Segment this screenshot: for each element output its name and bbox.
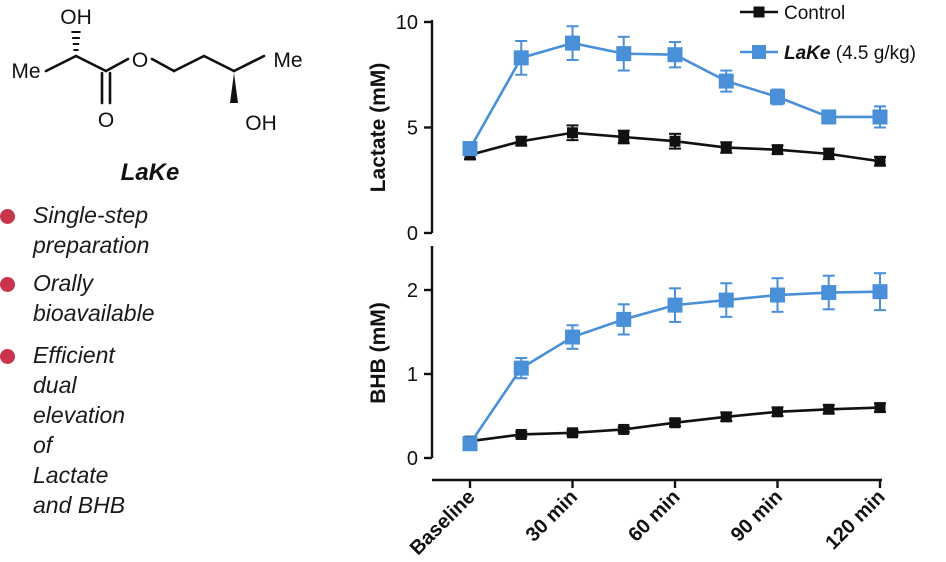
atom-oh-top: OH xyxy=(60,6,92,29)
bond-ch2-ch2 xyxy=(172,54,206,73)
chart-panel: 0 5 10 Lactate (mM) xyxy=(367,12,888,245)
wedge-bond xyxy=(230,73,238,103)
data-point-control xyxy=(720,142,732,154)
feature-text: Efficient dual elevation of Lactate and … xyxy=(33,342,126,518)
data-point-lake xyxy=(565,329,580,345)
bond-me-c2 xyxy=(44,54,78,73)
data-point-control xyxy=(874,402,886,414)
data-point-control xyxy=(669,417,681,429)
bond-c1-o xyxy=(104,57,130,73)
legend: Control LaKe (4.5 g/kg) xyxy=(740,3,916,64)
data-point-control xyxy=(567,427,578,439)
data-point-control xyxy=(772,144,783,156)
data-point-control xyxy=(720,411,732,423)
feature-item: Orally bioavailable xyxy=(0,268,154,328)
x-tick-label: 90 min xyxy=(727,486,787,546)
legend-item-lake: LaKe (4.5 g/kg) xyxy=(740,43,916,64)
data-point-control xyxy=(618,423,630,435)
data-point-lake xyxy=(513,360,529,376)
bullet-dot xyxy=(0,349,15,364)
data-point-control xyxy=(618,131,630,143)
y-axis-label: BHB (mM) xyxy=(367,302,390,403)
legend-label-lake: LaKe (4.5 g/kg) xyxy=(784,43,916,64)
data-point-lake xyxy=(667,297,683,313)
data-point-lake xyxy=(667,47,683,63)
legend-marker-control xyxy=(753,6,765,18)
data-point-lake xyxy=(616,311,632,327)
feature-item: Single-step preparation xyxy=(0,200,149,260)
data-point-lake xyxy=(770,287,785,303)
chart-panel: 0 1 2 BHB (mM) Baseline 30 min 60 min 90 min 120… xyxy=(367,246,890,560)
legend-label-control: Control xyxy=(784,3,845,24)
bond-ch-me xyxy=(232,54,266,73)
data-point-lake xyxy=(462,436,478,452)
x-tick-label: 30 min xyxy=(522,486,582,546)
feature-text: Orally bioavailable xyxy=(33,270,155,326)
molecule-name: LaKe xyxy=(121,159,180,186)
bond-o-ch2 xyxy=(150,57,176,73)
y-tick-label: 0 xyxy=(407,448,418,470)
legend-item-control: Control xyxy=(740,3,845,24)
feature-item: Efficient dual elevation of Lactate and … xyxy=(0,340,125,520)
data-point-control xyxy=(567,127,578,139)
atom-o-ester: O xyxy=(132,49,148,72)
x-tick-label: 120 min xyxy=(821,486,889,554)
y-tick-label: 5 xyxy=(407,118,418,140)
data-point-lake xyxy=(872,284,888,300)
legend-label-text: (4.5 g/kg) xyxy=(830,43,916,64)
legend-label-text: Control xyxy=(784,3,845,24)
y-tick-label: 1 xyxy=(407,364,418,386)
y-tick-label: 10 xyxy=(396,12,418,34)
data-point-lake xyxy=(462,141,478,157)
y-tick-label: 2 xyxy=(407,280,418,302)
data-point-lake xyxy=(821,285,837,301)
atom-oh-bottom: OH xyxy=(245,112,277,135)
atom-me-left: Me xyxy=(11,60,40,83)
data-point-lake xyxy=(513,50,529,66)
data-point-lake xyxy=(718,73,734,89)
data-point-lake xyxy=(616,46,632,62)
data-point-control xyxy=(823,148,835,160)
bond-c2-c1 xyxy=(74,54,108,73)
legend-label-name: LaKe xyxy=(784,43,831,64)
atom-o-carbonyl: O xyxy=(98,109,114,132)
data-point-lake xyxy=(718,292,734,308)
bond-ch2-ch xyxy=(202,54,236,73)
data-point-control xyxy=(772,406,783,418)
data-point-control xyxy=(515,135,527,147)
legend-marker-lake xyxy=(752,45,766,59)
data-point-control xyxy=(874,155,886,167)
data-point-control xyxy=(823,403,835,415)
data-point-lake xyxy=(872,109,888,125)
x-tick-label: Baseline xyxy=(406,486,480,560)
y-tick-label: 0 xyxy=(407,223,418,245)
feature-text: Single-step preparation xyxy=(33,202,150,258)
bullet-dot xyxy=(0,277,15,292)
hash-bond xyxy=(71,31,81,51)
atom-me-right: Me xyxy=(273,49,302,72)
bullet-dot xyxy=(0,209,15,224)
data-point-lake xyxy=(770,89,785,105)
lake-structure: OH Me O O Me OH LaKe xyxy=(11,6,302,186)
data-point-control xyxy=(515,428,527,440)
y-axis-label: Lactate (mM) xyxy=(367,63,390,193)
data-point-control xyxy=(669,135,681,147)
x-tick-label: 60 min xyxy=(624,486,684,546)
data-point-lake xyxy=(565,35,580,51)
data-point-lake xyxy=(821,109,837,125)
